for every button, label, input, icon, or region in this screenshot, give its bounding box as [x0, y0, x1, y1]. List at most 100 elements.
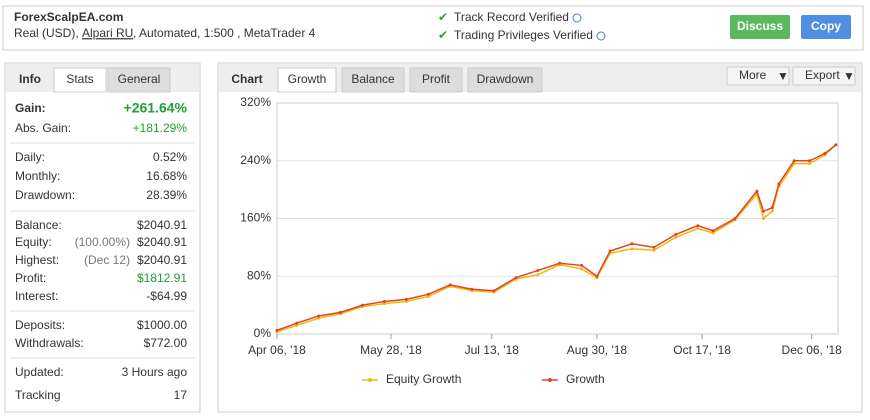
stat-label: Profit:	[15, 271, 46, 285]
stat-label: Drawdown:	[15, 188, 75, 202]
point	[777, 182, 781, 186]
help-icon[interactable]	[596, 31, 606, 41]
legend-label[interactable]: Equity Growth	[386, 372, 461, 386]
x-tick-label: Oct 17, '18	[673, 343, 731, 357]
stat-value: -$64.99	[146, 289, 187, 303]
y-tick-label: 240%	[240, 153, 271, 167]
point	[580, 267, 584, 271]
stat-label: Abs. Gain:	[15, 121, 71, 135]
y-tick-label: 80%	[247, 268, 271, 282]
point	[339, 310, 343, 314]
stat-value: $2040.91	[137, 235, 187, 249]
stat-value: $2040.91	[137, 218, 187, 232]
tab-label[interactable]: Stats	[66, 72, 93, 86]
point	[808, 159, 812, 163]
point	[295, 323, 299, 327]
tab-label[interactable]: Profit	[422, 72, 451, 86]
check-icon: ✔	[438, 10, 448, 24]
point	[536, 268, 540, 272]
y-tick-label: 0%	[254, 326, 272, 340]
dropdown-arrow[interactable]: ▼	[777, 69, 789, 83]
copy-button[interactable]	[801, 15, 851, 39]
tab[interactable]	[107, 67, 171, 93]
point	[674, 232, 678, 236]
tab-label[interactable]: Chart	[231, 72, 262, 86]
point	[426, 292, 430, 296]
point	[711, 231, 715, 235]
tab-label[interactable]: Balance	[351, 72, 395, 86]
point	[317, 316, 321, 320]
site-name: ForexScalpEA.com	[14, 10, 123, 24]
stat-label: Updated:	[15, 365, 64, 379]
stat-label: Monthly:	[15, 169, 60, 183]
control-label[interactable]: Export	[805, 68, 840, 82]
stat-label: Interest:	[15, 289, 58, 303]
tab[interactable]	[341, 67, 405, 93]
stat-value: 0.52%	[153, 150, 187, 164]
stat-value: +181.29%	[133, 121, 188, 135]
point	[470, 287, 474, 291]
stat-value: $1812.91	[137, 271, 187, 285]
tab[interactable]	[409, 67, 463, 93]
stat-value: 17	[174, 388, 188, 402]
broker-link[interactable]: Alpari RU	[82, 26, 133, 40]
tab-label[interactable]: Info	[19, 72, 41, 86]
legend-label[interactable]: Growth	[566, 372, 605, 386]
point	[834, 143, 838, 147]
discuss-label[interactable]: Discuss	[737, 19, 783, 33]
y-tick-label: 320%	[240, 95, 271, 109]
y-tick-label: 160%	[240, 211, 271, 225]
point	[404, 297, 408, 301]
tab[interactable]	[467, 67, 543, 93]
point	[580, 263, 584, 267]
legend-swatch-dot	[548, 378, 552, 382]
stat-label: Balance:	[15, 218, 62, 232]
point	[630, 247, 634, 251]
x-tick-label: Jul 13, '18	[465, 343, 520, 357]
stat-label: Equity:	[15, 235, 52, 249]
tab-label[interactable]: General	[118, 72, 161, 86]
point	[448, 283, 452, 287]
point	[382, 300, 386, 304]
point	[426, 294, 430, 298]
header-box	[2, 5, 864, 51]
point	[711, 229, 715, 233]
point	[275, 328, 279, 332]
x-tick-label: Dec 06, '18	[782, 343, 843, 357]
tab[interactable]	[277, 67, 337, 93]
stat-value: $772.00	[144, 336, 188, 350]
point	[808, 162, 812, 166]
point	[360, 303, 364, 307]
point	[558, 261, 562, 265]
tab[interactable]	[53, 67, 107, 93]
control-button[interactable]	[792, 66, 856, 86]
point	[630, 242, 634, 246]
control-label[interactable]: More	[739, 68, 767, 82]
tab-label[interactable]: Growth	[288, 72, 327, 86]
point	[514, 276, 518, 280]
point	[770, 209, 774, 213]
stat-value: 28.39%	[146, 188, 187, 202]
help-icon[interactable]	[572, 13, 582, 23]
discuss-button[interactable]	[730, 15, 790, 39]
verified-label: Track Record Verified	[454, 10, 569, 24]
stat-value: $2040.91	[137, 253, 187, 267]
point	[674, 235, 678, 239]
x-tick-label: May 28, '18	[360, 343, 422, 357]
copy-label[interactable]: Copy	[811, 19, 841, 33]
stat-value: $1000.00	[137, 318, 187, 332]
stat-label: Daily:	[15, 150, 45, 164]
plot-border	[276, 102, 839, 335]
dropdown-arrow[interactable]: ▼	[843, 69, 855, 83]
stat-label: Deposits:	[15, 318, 65, 332]
stat-note: (100.00%)	[75, 235, 130, 249]
legend-swatch-dot	[368, 378, 372, 382]
stat-label: Tracking	[15, 388, 61, 402]
stat-value: 16.68%	[146, 169, 187, 183]
tab-label[interactable]: Drawdown	[477, 72, 534, 86]
control-button[interactable]	[726, 66, 790, 86]
point	[696, 224, 700, 228]
point	[382, 302, 386, 306]
check-icon: ✔	[438, 28, 448, 42]
